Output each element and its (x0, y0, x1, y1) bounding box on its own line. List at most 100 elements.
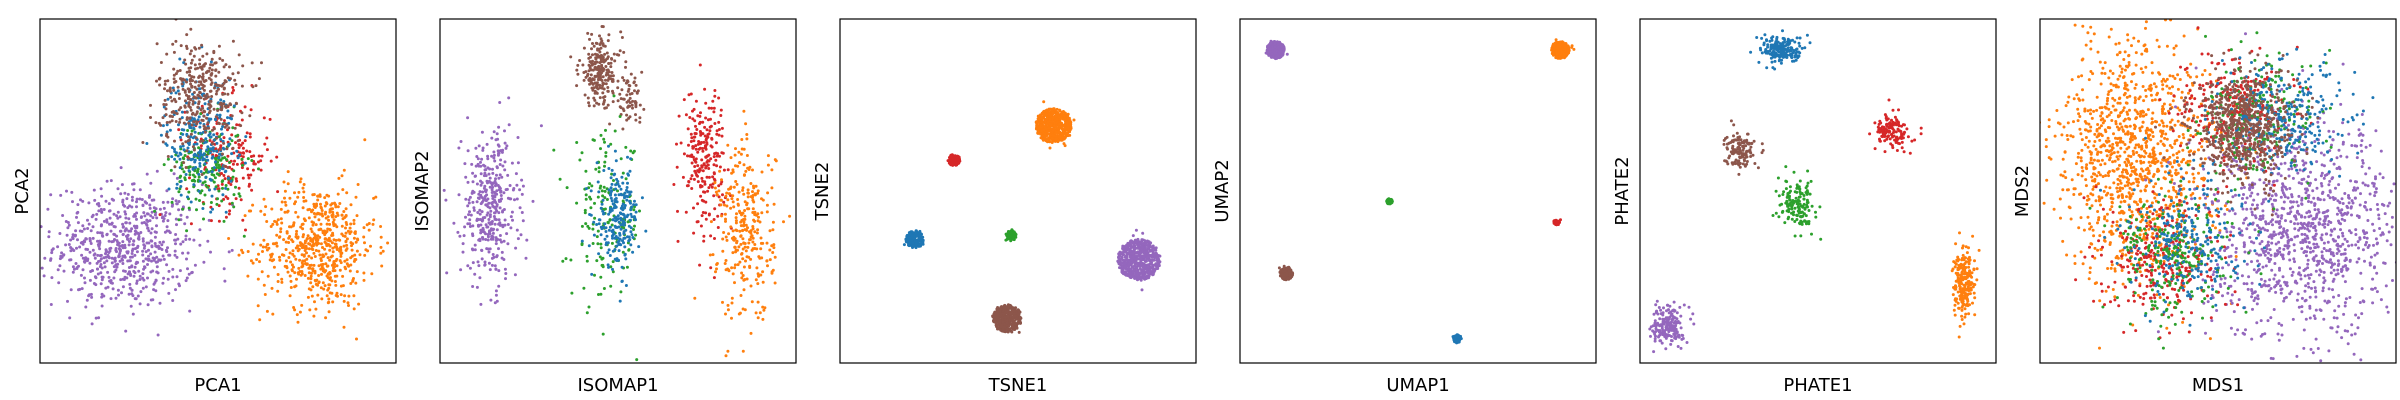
data-point (1068, 119, 1072, 122)
data-point (713, 89, 717, 92)
data-point (299, 177, 303, 181)
data-point (192, 238, 196, 242)
data-point (595, 235, 599, 239)
data-point (501, 223, 505, 227)
data-point (955, 155, 959, 159)
data-point (593, 89, 597, 93)
data-point (621, 181, 625, 185)
data-point (123, 243, 127, 247)
data-point (272, 265, 276, 269)
data-point (751, 240, 755, 244)
data-point (204, 62, 207, 66)
data-point (741, 211, 745, 215)
data-point (118, 252, 122, 255)
data-point (622, 241, 625, 245)
data-point (600, 79, 604, 82)
data-point (190, 123, 194, 127)
data-point (773, 158, 777, 162)
data-point (200, 189, 204, 193)
data-point (83, 276, 86, 280)
data-point (509, 226, 513, 230)
data-point (606, 69, 610, 73)
data-point (587, 305, 591, 309)
data-point (349, 203, 353, 207)
series-brown-1 (569, 25, 628, 126)
data-point (733, 281, 736, 285)
data-point (588, 213, 592, 216)
data-point (185, 110, 189, 114)
data-point (137, 269, 141, 273)
data-point (247, 184, 251, 188)
data-point (189, 222, 193, 226)
data-point (487, 250, 491, 254)
data-point (684, 113, 688, 117)
data-point (595, 223, 599, 226)
data-point (593, 273, 596, 277)
data-point (603, 189, 607, 193)
data-point (178, 269, 182, 273)
data-point (132, 224, 136, 228)
data-point (348, 269, 352, 273)
data-point (1053, 109, 1057, 112)
data-point (280, 200, 284, 204)
data-point (717, 184, 721, 188)
data-point (328, 222, 332, 226)
data-point (238, 153, 241, 157)
data-point (598, 83, 602, 87)
data-point (743, 214, 747, 218)
data-point (694, 171, 698, 175)
data-point (193, 179, 197, 183)
data-point (597, 102, 601, 106)
data-point (515, 183, 519, 187)
data-point (110, 221, 114, 225)
data-point (611, 218, 615, 222)
data-point (221, 167, 225, 171)
data-point (172, 50, 176, 54)
data-point (222, 87, 226, 91)
data-point (284, 240, 288, 244)
data-point (210, 173, 214, 176)
data-point (142, 246, 146, 250)
data-point (168, 120, 172, 124)
data-point (175, 112, 179, 116)
data-point (328, 248, 332, 252)
data-point (119, 166, 123, 170)
data-point (707, 175, 711, 179)
data-point (276, 190, 280, 194)
data-point (300, 246, 304, 250)
data-point (339, 248, 343, 252)
data-point (270, 259, 274, 263)
data-point (290, 263, 294, 267)
data-point (696, 202, 700, 206)
data-point (207, 102, 211, 106)
data-point (211, 207, 214, 211)
data-point (908, 236, 912, 240)
data-point (491, 237, 495, 241)
data-point (235, 149, 239, 153)
data-point (1069, 124, 1072, 128)
data-point (109, 246, 113, 250)
data-point (629, 243, 633, 247)
data-point (239, 124, 243, 128)
data-point (471, 261, 475, 265)
data-point (752, 211, 756, 215)
data-point (214, 154, 218, 157)
data-point (743, 308, 747, 312)
data-point (626, 172, 630, 176)
data-point (759, 247, 763, 251)
data-point (700, 214, 704, 218)
data-point (321, 262, 325, 266)
data-point (341, 188, 345, 192)
data-point (749, 257, 753, 261)
data-point (703, 180, 707, 184)
data-point (185, 276, 189, 280)
data-point (721, 193, 724, 197)
data-point (602, 82, 606, 86)
data-point (1043, 125, 1047, 129)
data-point (259, 168, 263, 172)
data-point (174, 39, 178, 43)
data-point (260, 270, 264, 274)
data-point (685, 184, 689, 188)
data-point (112, 276, 116, 280)
data-point (163, 79, 167, 83)
